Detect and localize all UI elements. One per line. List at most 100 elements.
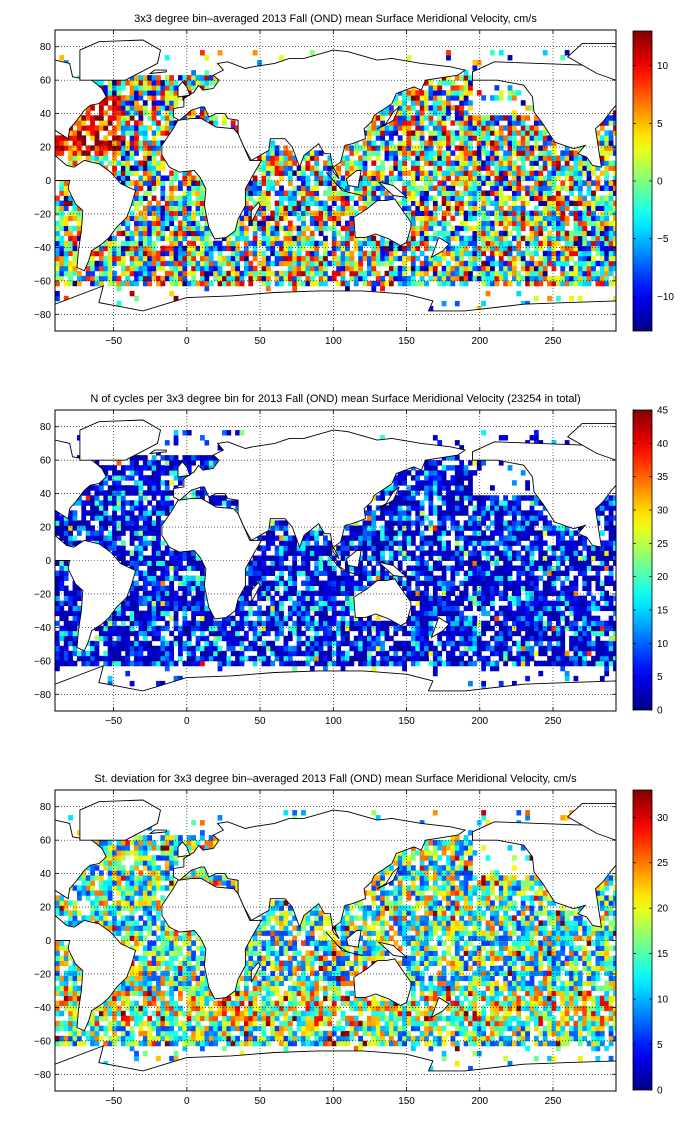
bin-cell: [261, 205, 267, 211]
bin-cell: [564, 200, 570, 206]
bin-cell: [164, 130, 170, 136]
bin-cell: [569, 255, 574, 262]
bin-cell: [516, 655, 522, 662]
bin-cell: [230, 645, 236, 652]
bin-cell: [120, 645, 126, 652]
bin-cell: [134, 620, 139, 627]
bin-cell: [507, 55, 513, 61]
bin-cell: [586, 220, 592, 227]
bin-cell: [472, 245, 478, 252]
bin-cell: [468, 90, 473, 96]
bin-cell: [446, 655, 451, 662]
bin-cell: [582, 210, 588, 217]
bin-cell: [178, 240, 183, 247]
bin-cell: [138, 575, 144, 581]
bin-cell: [599, 200, 605, 206]
bin-cell: [116, 145, 122, 151]
bin-cell: [270, 260, 276, 267]
bin-cell: [494, 245, 500, 252]
bin-cell: [314, 575, 320, 581]
bin-cell: [178, 260, 183, 267]
bin-cell: [116, 150, 122, 156]
bin-cell: [358, 165, 363, 171]
bin-cell: [204, 75, 210, 81]
bin-cell: [476, 575, 482, 581]
bin-cell: [419, 175, 425, 181]
bin-cell: [283, 615, 289, 622]
bin-cell: [191, 115, 197, 121]
bin-cell: [573, 600, 579, 607]
bin-cell: [569, 200, 574, 206]
bin-cell: [156, 170, 161, 176]
bin-cell: [287, 205, 293, 211]
bin-cell: [454, 85, 460, 91]
bin-cell: [380, 120, 385, 126]
bin-cell: [459, 640, 465, 647]
bin-cell: [516, 225, 522, 232]
bin-cell: [358, 640, 363, 647]
bin-cell: [498, 635, 504, 642]
bin-cell: [345, 580, 350, 586]
bin-cell: [305, 250, 311, 257]
bin-cell: [472, 625, 478, 632]
bin-cell: [446, 640, 451, 647]
bin-cell: [156, 585, 161, 591]
bin-cell: [318, 175, 324, 181]
bin-cell: [182, 275, 188, 282]
bin-cell: [287, 190, 293, 196]
bin-cell: [520, 175, 526, 181]
bin-cell: [274, 255, 280, 262]
bin-cell: [243, 215, 249, 222]
bin-cell: [151, 625, 157, 632]
bin-cell: [191, 235, 197, 242]
bin-cell: [613, 635, 616, 642]
bin-cell: [301, 640, 306, 647]
bin-cell: [538, 275, 544, 282]
bin-cell: [424, 610, 429, 617]
bin-cell: [156, 275, 161, 282]
bin-cell: [94, 660, 100, 667]
bin-cell: [472, 255, 478, 262]
colorbar-tick-label: 0: [657, 177, 663, 188]
bin-cell: [362, 270, 368, 277]
bin-cell: [498, 50, 504, 56]
bin-cell: [560, 205, 566, 211]
bin-cell: [533, 615, 539, 622]
bin-cell: [85, 650, 91, 657]
bin-cell: [200, 235, 205, 242]
bin-cell: [239, 230, 245, 237]
bin-cell: [221, 615, 227, 622]
bin-cell: [371, 665, 377, 672]
bin-cell: [279, 240, 284, 247]
bin-cell: [371, 655, 377, 662]
bin-cell: [340, 260, 346, 267]
bin-cell: [402, 260, 407, 267]
bin-cell: [542, 590, 548, 597]
bin-cell: [208, 265, 214, 272]
bin-cell: [454, 605, 460, 612]
bin-cell: [432, 130, 438, 136]
bin-cell: [608, 195, 614, 201]
bin-cell: [428, 215, 434, 222]
bin-cell: [318, 605, 324, 612]
bin-cell: [503, 115, 508, 121]
bin-cell: [560, 655, 566, 662]
bin-cell: [608, 220, 614, 227]
bin-cell: [560, 185, 566, 191]
bin-cell: [349, 220, 355, 227]
bin-cell: [55, 585, 60, 591]
bin-cell: [129, 255, 135, 262]
bin-cell: [55, 665, 60, 672]
bin-cell: [520, 655, 526, 662]
bin-cell: [134, 135, 139, 141]
bin-cell: [195, 245, 201, 252]
bin-cell: [468, 620, 473, 627]
bin-cell: [463, 75, 469, 81]
bin-cell: [274, 250, 280, 257]
bin-cell: [599, 170, 605, 176]
bin-cell: [182, 265, 188, 272]
bin-cell: [151, 650, 157, 657]
bin-cell: [410, 85, 416, 91]
bin-cell: [345, 170, 350, 176]
bin-cell: [63, 630, 69, 637]
